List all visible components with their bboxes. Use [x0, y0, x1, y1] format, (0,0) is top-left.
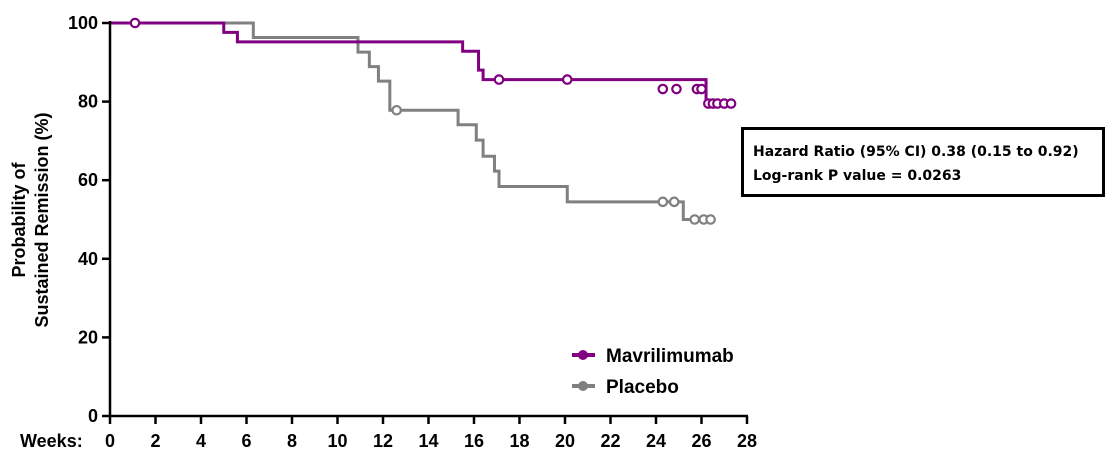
- annotation-hazard-ratio: Hazard Ratio (95% CI) 0.38 (0.15 to 0.92…: [753, 144, 1079, 160]
- x-tick-label: 18: [509, 431, 529, 450]
- x-axis-ticks: 0 2 4 6 8 10 12 14 16 18 20 22 24 26 28: [105, 416, 757, 450]
- x-tick-label: 6: [241, 431, 251, 450]
- x-tick-label: 24: [646, 431, 666, 450]
- y-tick-label: 60: [78, 170, 98, 190]
- x-tick-label: 2: [150, 431, 160, 450]
- y-tick-label: 100: [68, 13, 98, 33]
- censor-mark-placebo: [668, 196, 680, 208]
- censor-mark-placebo: [689, 214, 700, 225]
- y-tick-label: 40: [78, 249, 98, 269]
- x-axis-title: Weeks:: [20, 431, 83, 450]
- censor-mark-placebo: [657, 196, 669, 208]
- y-tick-label: 0: [88, 406, 98, 426]
- y-tick-label: 20: [78, 327, 98, 347]
- censor-mark-mavrilimumab: [129, 17, 141, 29]
- legend-marker-mavrilimumab: [578, 350, 588, 360]
- series-mavrilimumab: [110, 17, 737, 109]
- y-tick-label: 80: [78, 92, 98, 112]
- legend-label-placebo: Placebo: [606, 377, 679, 398]
- series-line-mavrilimumab: [110, 21, 734, 106]
- censor-mark-mavrilimumab: [671, 83, 682, 95]
- x-tick-label: 16: [464, 431, 484, 450]
- x-tick-label: 22: [600, 431, 620, 450]
- censor-mark-mavrilimumab: [725, 98, 737, 109]
- x-tick-label: 8: [287, 431, 297, 450]
- x-tick-label: 14: [418, 431, 438, 450]
- x-tick-label: 12: [373, 431, 393, 450]
- x-tick-label: 10: [327, 431, 347, 450]
- censor-mark-mavrilimumab: [696, 83, 707, 95]
- legend-marker-placebo: [578, 381, 588, 391]
- legend-label-mavrilimumab: Mavrilimumab: [606, 346, 734, 367]
- censor-mark-mavrilimumab: [493, 74, 505, 85]
- censor-mark-mavrilimumab: [561, 74, 573, 85]
- x-tick-label: 28: [737, 431, 757, 450]
- y-axis-ticks: 0 20 40 60 80 100: [68, 13, 110, 426]
- y-axis-title-line-1: Probability of: [9, 161, 29, 277]
- x-tick-label: 0: [105, 431, 115, 450]
- x-tick-label: 26: [691, 431, 711, 450]
- censor-mark-placebo: [391, 104, 402, 116]
- hazard-ratio-annotation: Hazard Ratio (95% CI) 0.38 (0.15 to 0.92…: [741, 127, 1105, 197]
- series-line-placebo: [110, 21, 716, 221]
- x-tick-label: 4: [196, 431, 206, 450]
- series-layer: [110, 17, 737, 225]
- y-axis-title-line-2: Sustained Remission (%): [32, 112, 52, 327]
- x-tick-label: 20: [555, 431, 575, 450]
- censor-mark-mavrilimumab: [657, 83, 669, 95]
- censor-mark-placebo: [705, 214, 716, 225]
- annotation-p-value: Log-rank P value = 0.0263: [753, 168, 962, 184]
- series-placebo: [110, 21, 716, 225]
- legend: Mavrilimumab Placebo: [572, 346, 734, 398]
